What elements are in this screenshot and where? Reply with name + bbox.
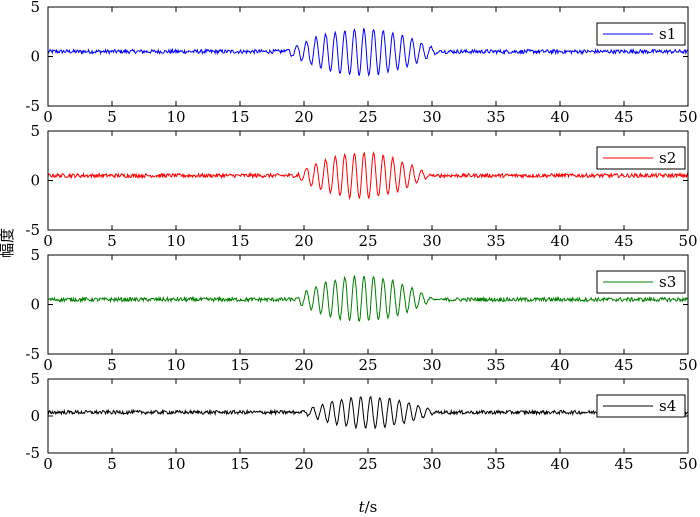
x-axis-label-italic: t bbox=[359, 498, 366, 516]
plot-frame bbox=[47, 254, 689, 355]
y-tick-label: 5 bbox=[30, 122, 40, 140]
x-tick-label: 5 bbox=[107, 108, 117, 126]
x-tick-label: 25 bbox=[358, 232, 377, 250]
y-tick-label: -5 bbox=[25, 221, 40, 239]
legend-label-s3: s3 bbox=[659, 273, 676, 291]
x-tick-label: 20 bbox=[294, 232, 313, 250]
x-tick-label: 45 bbox=[614, 108, 633, 126]
y-tick-label: 5 bbox=[30, 246, 40, 264]
y-tick-label: 0 bbox=[30, 172, 40, 190]
x-tick-label: 50 bbox=[678, 455, 697, 473]
y-tick-label: 0 bbox=[30, 296, 40, 314]
x-tick-label: 35 bbox=[486, 232, 505, 250]
x-tick-label: 30 bbox=[422, 232, 441, 250]
legend-label-s4: s4 bbox=[659, 397, 676, 415]
x-tick-label: 15 bbox=[230, 232, 249, 250]
x-tick-label: 20 bbox=[294, 455, 313, 473]
x-tick-label: 50 bbox=[678, 108, 697, 126]
series-line-s1 bbox=[47, 28, 689, 77]
x-tick-label: 40 bbox=[550, 108, 569, 126]
x-tick-label: 25 bbox=[358, 108, 377, 126]
legend-label-s2: s2 bbox=[659, 149, 676, 167]
y-tick-label: 5 bbox=[30, 0, 40, 16]
x-tick-label: 20 bbox=[294, 108, 313, 126]
x-tick-label: 40 bbox=[550, 232, 569, 250]
x-tick-label: 30 bbox=[422, 108, 441, 126]
y-tick-label: -5 bbox=[25, 97, 40, 115]
x-tick-label: 40 bbox=[550, 455, 569, 473]
x-tick-label: 35 bbox=[486, 108, 505, 126]
x-tick-label: 0 bbox=[43, 108, 53, 126]
y-tick-label: 0 bbox=[30, 407, 40, 425]
x-tick-label: 25 bbox=[358, 356, 377, 374]
y-tick-label: 5 bbox=[30, 370, 40, 388]
x-tick-label: 10 bbox=[166, 356, 185, 374]
x-tick-label: 10 bbox=[166, 232, 185, 250]
legend-label-s1: s1 bbox=[659, 25, 676, 43]
x-tick-label: 15 bbox=[230, 455, 249, 473]
x-tick-label: 20 bbox=[294, 356, 313, 374]
x-tick-label: 5 bbox=[107, 455, 117, 473]
x-tick-label: 5 bbox=[107, 232, 117, 250]
series-line-s3 bbox=[47, 275, 689, 322]
x-tick-label: 10 bbox=[166, 108, 185, 126]
x-tick-label: 50 bbox=[678, 356, 697, 374]
x-tick-label: 0 bbox=[43, 232, 53, 250]
plot-frame bbox=[47, 130, 689, 231]
x-tick-label: 25 bbox=[358, 455, 377, 473]
x-tick-label: 35 bbox=[486, 455, 505, 473]
y-tick-label: -5 bbox=[25, 345, 40, 363]
x-tick-label: 10 bbox=[166, 455, 185, 473]
y-tick-label: 0 bbox=[30, 48, 40, 66]
x-tick-label: 45 bbox=[614, 455, 633, 473]
x-tick-label: 5 bbox=[107, 356, 117, 374]
plot-frame bbox=[47, 6, 689, 107]
x-tick-label: 15 bbox=[230, 356, 249, 374]
x-tick-label: 40 bbox=[550, 356, 569, 374]
x-axis-label: t/s bbox=[359, 498, 378, 516]
y-tick-label: -5 bbox=[25, 444, 40, 462]
series-line-s2 bbox=[47, 151, 689, 201]
x-axis-label-rest: /s bbox=[365, 498, 378, 516]
x-tick-label: 50 bbox=[678, 232, 697, 250]
x-tick-label: 15 bbox=[230, 108, 249, 126]
x-tick-label: 30 bbox=[422, 455, 441, 473]
x-tick-label: 45 bbox=[614, 356, 633, 374]
y-axis-label: 幅度 bbox=[0, 228, 16, 258]
x-tick-label: 30 bbox=[422, 356, 441, 374]
series-line-s4 bbox=[47, 395, 689, 430]
x-tick-label: 45 bbox=[614, 232, 633, 250]
x-tick-label: 0 bbox=[43, 455, 53, 473]
x-tick-label: 0 bbox=[43, 356, 53, 374]
x-tick-label: 35 bbox=[486, 356, 505, 374]
